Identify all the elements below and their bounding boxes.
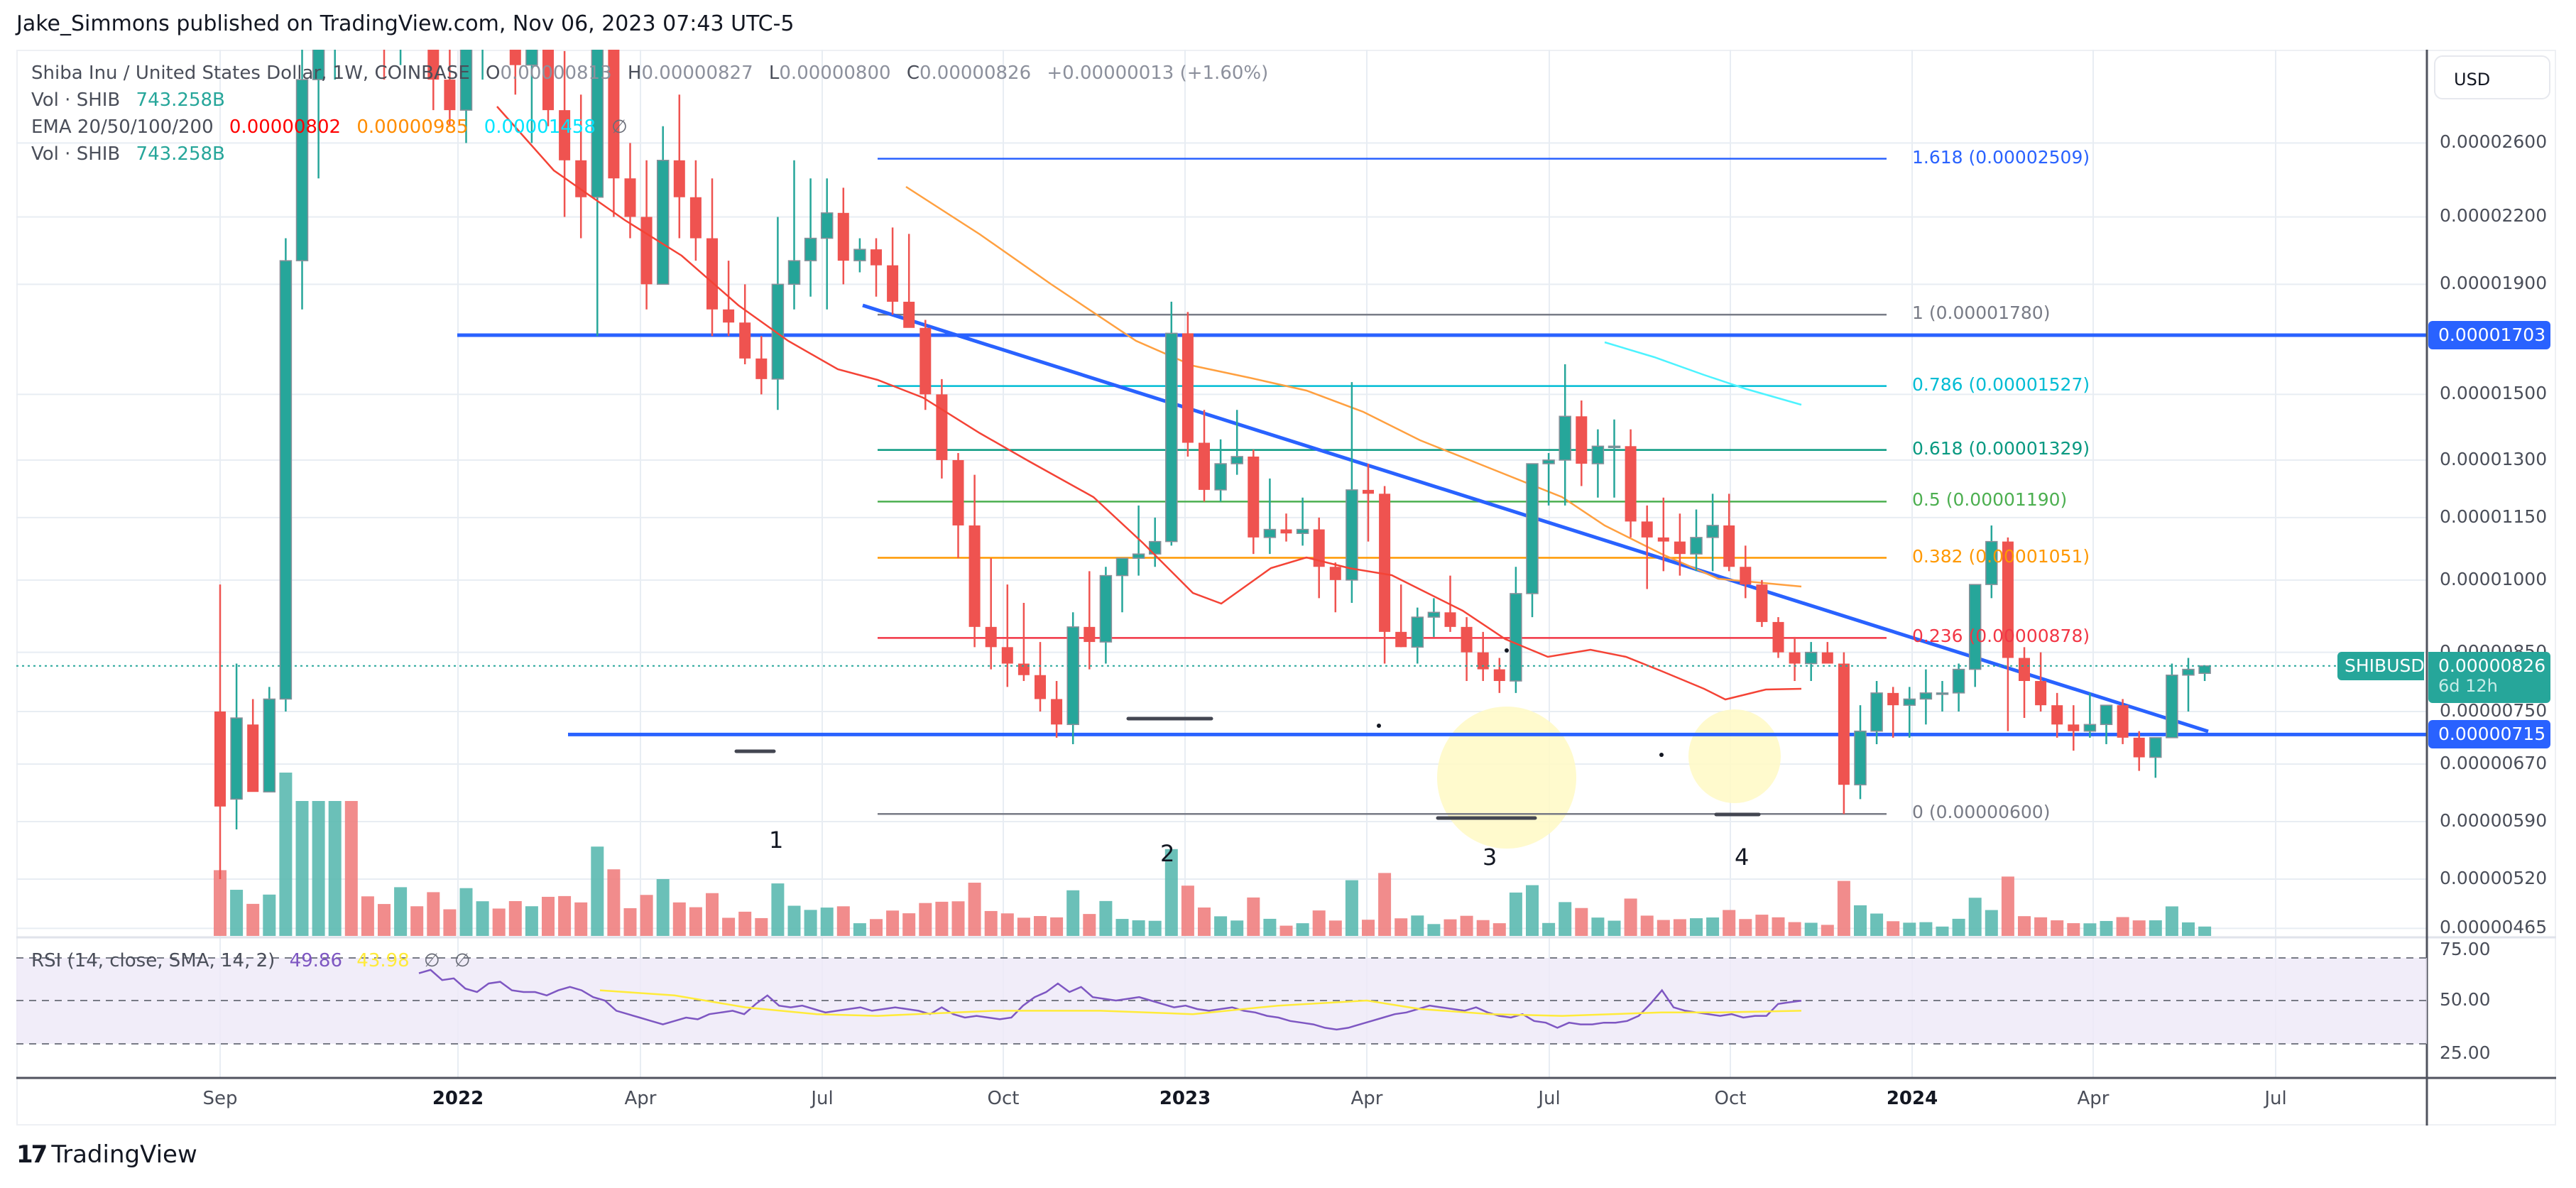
rsi-value: 49.86: [289, 950, 343, 971]
volume-value: 743.258B: [136, 89, 225, 111]
time-tick: 2024: [1886, 1088, 1938, 1109]
symbol-legend[interactable]: Shiba Inu / United States Dollar, 1W, CO…: [31, 62, 1278, 84]
fib-level-label: 0.5 (0.00001190): [1912, 489, 2068, 511]
time-tick: Apr: [2077, 1088, 2110, 1109]
rsi-tick-75: 75.00: [2440, 939, 2491, 959]
volume-label: Vol · SHIB: [31, 89, 121, 111]
currency-selector[interactable]: USD: [2434, 55, 2550, 99]
support-price-tag: 0.00000715: [2428, 720, 2550, 749]
tradingview-logo-icon: 17: [16, 1140, 48, 1169]
time-tick: Apr: [1350, 1088, 1383, 1109]
wave-label-1: 1: [769, 827, 784, 854]
tradingview-branding[interactable]: 17 TradingView: [16, 1140, 197, 1169]
price-tick: 0.00000750: [2440, 699, 2548, 721]
fib-level-label: 1 (0.00001780): [1912, 303, 2051, 324]
volume-value-2: 743.258B: [136, 143, 225, 165]
time-tick: 2023: [1159, 1088, 1211, 1109]
volume-legend-2[interactable]: Vol · SHIB 743.258B: [31, 143, 235, 165]
price-tick: 0.00001000: [2440, 568, 2548, 589]
price-tick: 0.00000670: [2440, 753, 2548, 773]
rsi-sma-value: 43.98: [356, 950, 410, 971]
rsi-legend[interactable]: RSI (14, close, SMA, 14, 2) 49.86 43.98 …: [31, 950, 479, 971]
price-tick: 0.00001300: [2440, 448, 2548, 469]
fib-level-label: 0.382 (0.00001051): [1912, 545, 2090, 567]
ema200-value: ∅: [611, 116, 628, 138]
fib-level-label: 0.786 (0.00001527): [1912, 374, 2090, 395]
time-tick: Jul: [811, 1088, 834, 1109]
price-tick: 0.00001500: [2440, 383, 2548, 404]
volume-legend[interactable]: Vol · SHIB 743.258B: [31, 89, 235, 111]
price-tick: 0.00002200: [2440, 205, 2548, 227]
symbol-title: Shiba Inu / United States Dollar, 1W, CO…: [31, 62, 470, 84]
time-tick: Oct: [1714, 1088, 1747, 1109]
ohlc-change: +0.00000013 (+1.60%): [1047, 62, 1269, 84]
last-price-tag: 0.00000826 6d 12h: [2428, 651, 2550, 703]
wave-label-3: 3: [1483, 844, 1497, 871]
time-tick: 2022: [432, 1088, 484, 1109]
ohlc-close: C0.00000826: [906, 62, 1032, 84]
ohlc-open: O0.00000813: [486, 62, 612, 84]
ema50-value: 0.00000985: [356, 116, 469, 138]
time-tick: Sep: [202, 1088, 238, 1109]
time-tick: Apr: [624, 1088, 657, 1109]
ohlc-high: H0.00000827: [627, 62, 753, 84]
rsi-tick-50: 50.00: [2440, 989, 2491, 1010]
ema-legend[interactable]: EMA 20/50/100/200 0.00000802 0.00000985 …: [31, 116, 638, 138]
price-tick: 0.00001900: [2440, 273, 2548, 294]
ema20-value: 0.00000802: [229, 116, 342, 138]
rsi-tick-25: 25.00: [2440, 1042, 2491, 1063]
ema100-value: 0.00001458: [484, 116, 596, 138]
bar-countdown: 6d 12h: [2438, 675, 2498, 696]
rsi-extra-2: ∅: [454, 950, 471, 971]
price-tick: 0.00001150: [2440, 506, 2548, 527]
wave-label-4: 4: [1735, 844, 1750, 871]
rsi-label: RSI (14, close, SMA, 14, 2): [31, 950, 275, 971]
fib-level-label: 0.618 (0.00001329): [1912, 437, 2090, 459]
last-price-value: 0.00000826: [2438, 655, 2546, 676]
ema-label: EMA 20/50/100/200: [31, 116, 214, 138]
price-tick: 0.00000465: [2440, 917, 2548, 938]
ohlc-low: L0.00000800: [768, 62, 891, 84]
brand-name: TradingView: [51, 1140, 197, 1169]
chart-frame: [16, 50, 2556, 1126]
fib-level-label: 1.618 (0.00002509): [1912, 146, 2090, 168]
resistance-price-tag: 0.00001703: [2428, 321, 2550, 350]
price-tick: 0.00002600: [2440, 131, 2548, 153]
volume-label-2: Vol · SHIB: [31, 143, 121, 165]
fib-level-label: 0.236 (0.00000878): [1912, 626, 2090, 647]
time-tick: Jul: [1538, 1088, 1561, 1109]
fib-level-label: 0 (0.00000600): [1912, 802, 2051, 823]
symbol-price-tag: SHIBUSD: [2337, 651, 2425, 680]
time-tick: Jul: [2264, 1088, 2287, 1109]
rsi-extra-1: ∅: [423, 950, 440, 971]
price-tick: 0.00000590: [2440, 810, 2548, 831]
price-tick: 0.00000520: [2440, 867, 2548, 888]
time-tick: Oct: [987, 1088, 1020, 1109]
wave-label-2: 2: [1160, 840, 1175, 867]
publish-info: Jake_Simmons published on TradingView.co…: [16, 11, 795, 36]
